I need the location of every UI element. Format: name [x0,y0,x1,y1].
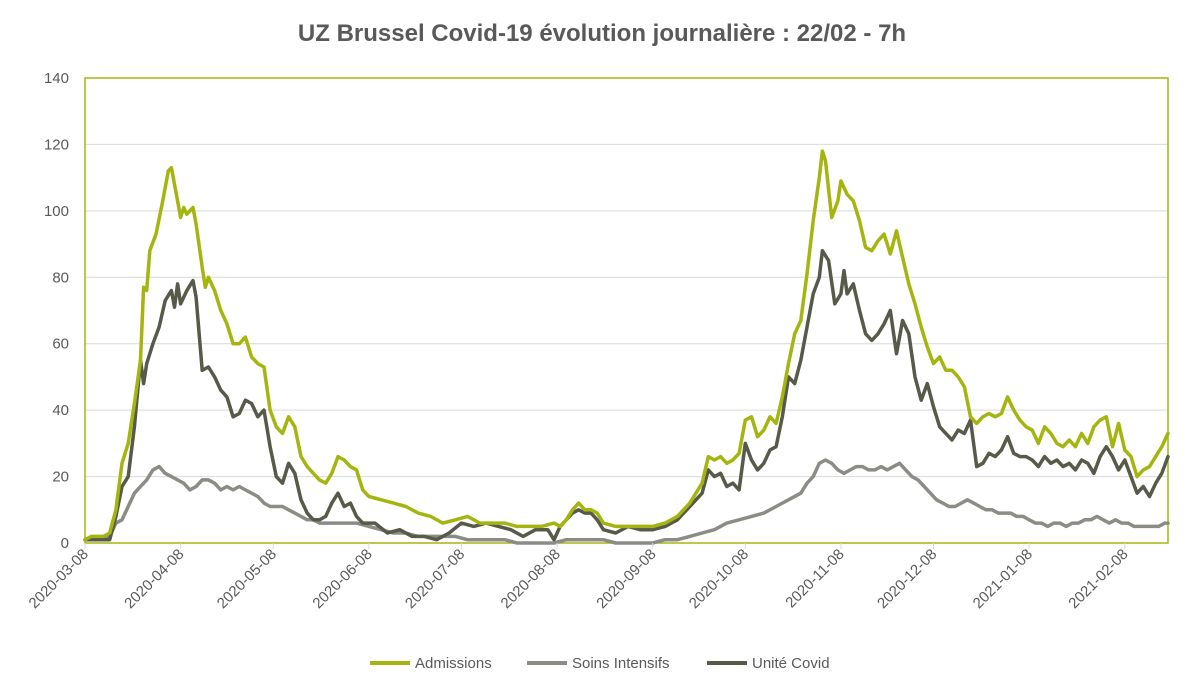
legend-label: Soins Intensifs [572,655,670,672]
plot-area-border [84,77,1169,544]
series-line-0 [83,149,1170,542]
x-tick-label: 2020-04-08 [121,546,187,612]
y-axis-ticks: 0 20 40 60 80 100 120 140 [44,70,69,552]
x-tick-label: 2021-01-08 [970,546,1036,612]
y-tick-label: 20 [52,469,69,486]
x-tick-label: 2020-10-08 [686,546,752,612]
x-tick-label: 2020-12-08 [874,546,940,612]
y-tick-label: 60 [52,336,69,353]
x-tick-label: 2020-09-08 [593,546,659,612]
x-tick-label: 2020-03-08 [26,546,92,612]
x-tick-label: 2020-06-08 [309,546,375,612]
chart-title: UZ Brussel Covid-19 évolution journalièr… [297,20,907,47]
x-axis-ticks: 2020-03-08 2020-04-08 2020-05-08 2020-06-08… [26,543,1132,612]
y-tick-label: 80 [52,269,69,286]
x-tick-label: 2020-05-08 [214,546,280,612]
legend-label: Unité Covid [752,655,830,672]
x-tick-label: 2021-02-08 [1065,546,1131,612]
x-tick-label: 2020-07-08 [402,546,468,612]
y-tick-label: 140 [44,70,69,87]
y-tick-label: 0 [61,535,69,552]
series-line-2 [83,248,1170,542]
y-tick-label: 100 [44,203,69,220]
x-tick-label: 2020-11-08 [782,546,847,611]
legend: Admissions Soins Intensifs Unité Covid [370,655,830,672]
y-tick-label: 40 [52,402,69,419]
y-tick-label: 120 [44,136,69,153]
legend-label: Admissions [415,655,492,672]
series-line-1 [83,458,1170,545]
gridlines [85,77,1168,544]
x-tick-label: 2020-08-08 [498,546,564,612]
series-lines [83,149,1170,545]
